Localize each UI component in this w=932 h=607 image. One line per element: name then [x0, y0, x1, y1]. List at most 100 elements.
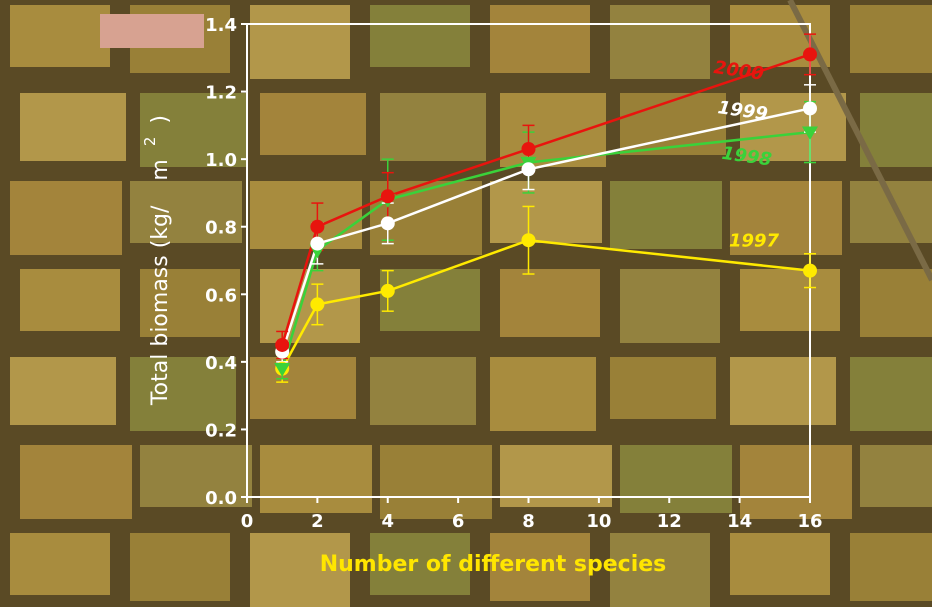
svg-text:Total biomass (kg/ m: Total biomass (kg/ m 2 ): [136, 115, 173, 406]
y-axis-label-unit: m: [148, 159, 173, 180]
y-tick-label: 1.2: [205, 83, 237, 104]
field-plot: [380, 269, 480, 331]
x-tick-label: 16: [797, 511, 822, 532]
x-tick-label: 2: [311, 511, 324, 532]
field-plot: [730, 357, 836, 425]
y-tick-label: 0.8: [205, 218, 237, 239]
field-plot: [740, 93, 846, 161]
y-axis-label-close: ): [148, 115, 173, 124]
field-plot: [380, 93, 486, 161]
field-plot: [850, 181, 932, 243]
field-plot: [610, 181, 722, 249]
field-plot: [140, 445, 252, 507]
data-point-1998: [802, 126, 818, 141]
series-label-1998: 1998: [720, 143, 773, 171]
field-plot: [620, 445, 732, 513]
field-plot: [260, 269, 360, 343]
field-plot: [860, 269, 932, 337]
x-tick-label: 0: [241, 511, 254, 532]
field-plot: [20, 93, 126, 161]
field-plot: [610, 533, 710, 607]
series-label-1997: 1997: [729, 231, 780, 252]
bare-plot: [100, 14, 204, 48]
field-plot: [370, 357, 476, 425]
data-point-1997: [310, 297, 325, 312]
data-point-2000: [803, 47, 817, 62]
data-point-2000: [380, 189, 395, 204]
y-tick-label: 1.4: [205, 15, 237, 36]
field-plot: [10, 533, 110, 595]
y-tick-label: 1.0: [205, 150, 237, 171]
field-plot: [250, 5, 350, 79]
data-point-2000: [310, 219, 325, 234]
field-plot: [500, 269, 600, 337]
y-axis-ticks: 0.0 0.2 0.4 0.6 0.8 1.0 1.2 1.4: [205, 15, 247, 509]
x-tick-label: 6: [452, 511, 465, 532]
field-plot: [10, 5, 110, 67]
field-plot: [20, 445, 132, 519]
data-point-1997: [380, 283, 395, 298]
series-label-1999: 1999: [716, 97, 769, 125]
x-tick-label: 4: [381, 511, 394, 532]
x-tick-label: 12: [657, 511, 682, 532]
data-point-2000: [275, 337, 290, 352]
field-plot: [140, 269, 240, 337]
field-plot: [740, 445, 852, 519]
field-plot: [490, 5, 590, 73]
field-plot: [380, 445, 492, 519]
data-point-2000: [521, 142, 536, 157]
field-plot: [130, 357, 236, 431]
data-point-1999: [310, 236, 325, 251]
field-plot: [740, 269, 840, 331]
field-plot: [490, 357, 596, 431]
series-line-1997: [281, 238, 811, 370]
data-markers: [274, 47, 818, 377]
x-tick-label: 14: [727, 511, 752, 532]
field-plot: [370, 533, 470, 595]
field-plot: [850, 5, 932, 73]
field-plot: [860, 445, 932, 507]
field-plot: [850, 357, 932, 431]
y-axis-label-text: Total biomass (kg/: [148, 205, 173, 406]
road: [787, 0, 932, 282]
field-plot: [850, 533, 932, 601]
y-tick-label: 0.2: [205, 420, 237, 441]
field-plot: [730, 181, 842, 255]
y-axis-label: Total biomass (kg/ m 2 ): [136, 115, 173, 406]
field-plot: [260, 445, 372, 513]
x-tick-label: 10: [586, 511, 611, 532]
y-axis-label-exponent: 2: [141, 137, 159, 147]
field-plot: [130, 533, 230, 601]
data-point-1999: [803, 101, 817, 116]
series-labels: 2000 1999 1998 1997: [712, 57, 779, 252]
x-axis-label: Number of different species: [320, 552, 667, 577]
data-point-1997: [803, 263, 817, 278]
data-point-1998: [274, 363, 291, 377]
field-plot: [370, 5, 470, 67]
field-plot: [610, 5, 710, 79]
y-tick-label: 0.6: [205, 285, 237, 306]
field-plot: [140, 93, 246, 167]
y-tick-label: 0.0: [205, 488, 237, 509]
field-plot: [860, 93, 932, 167]
field-plot: [250, 533, 350, 607]
field-plot: [130, 181, 242, 243]
series-label-2000: 2000: [712, 57, 765, 85]
field-plot: [250, 357, 356, 419]
field-plot: [620, 269, 720, 343]
field-plot: [490, 533, 590, 601]
data-point-1999: [380, 216, 395, 231]
x-axis-ticks: 0 2 4 6 8 10 12 14 16: [241, 497, 823, 532]
field-plot: [730, 533, 830, 595]
data-point-1999: [521, 162, 536, 177]
field-plot: [490, 181, 602, 243]
data-point-1997: [521, 233, 536, 248]
y-tick-label: 0.4: [205, 353, 237, 374]
field-plot: [260, 93, 366, 155]
field-plot: [20, 269, 120, 331]
field-plot: [10, 357, 116, 425]
error-bars: [276, 33, 816, 383]
field-plot: [10, 181, 122, 255]
